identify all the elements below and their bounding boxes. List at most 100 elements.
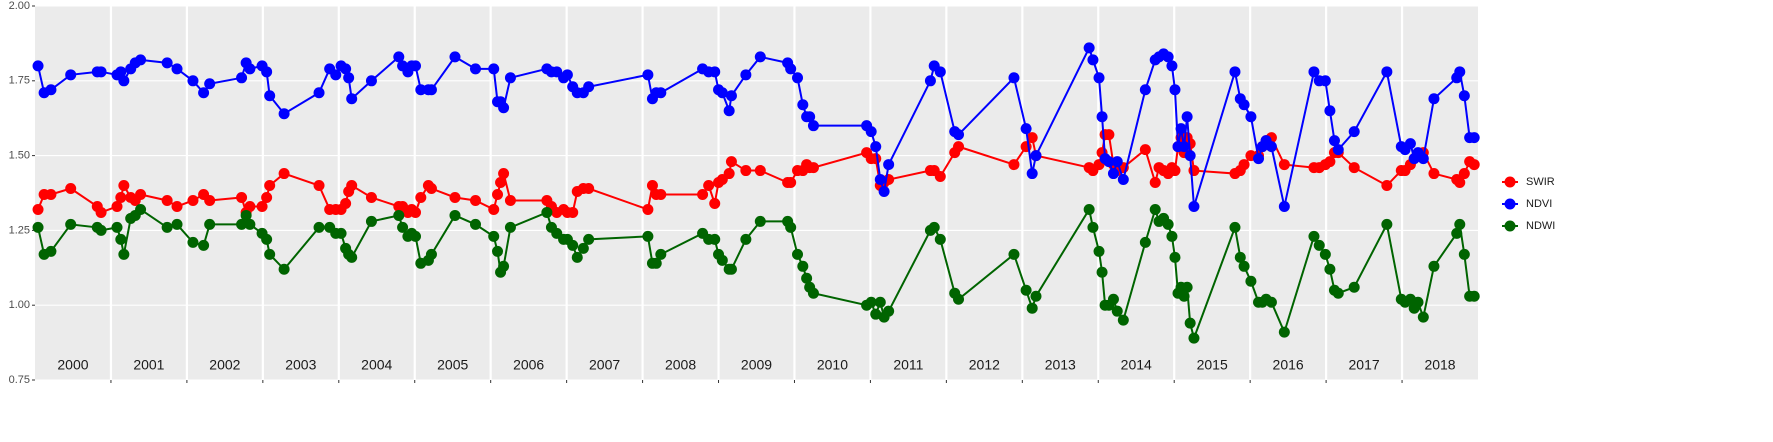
data-point (583, 233, 595, 245)
data-point (1451, 227, 1463, 239)
data-point (1026, 168, 1038, 180)
data-point (650, 257, 662, 269)
data-point (415, 84, 427, 96)
data-point (1030, 290, 1042, 302)
data-point (204, 218, 216, 230)
data-point (807, 162, 819, 174)
data-point (1096, 266, 1108, 278)
data-point (1093, 245, 1105, 257)
data-point (171, 218, 183, 230)
data-point (1412, 296, 1424, 308)
year-label: 2009 (741, 357, 772, 373)
data-point (642, 203, 654, 215)
data-point (492, 188, 504, 200)
data-point (1238, 260, 1250, 272)
data-point (1139, 84, 1151, 96)
year-label: 2004 (361, 357, 392, 373)
data-point (1188, 200, 1200, 212)
data-point (335, 227, 347, 239)
data-point (1381, 180, 1393, 192)
data-point (1166, 60, 1178, 72)
year-label: 2003 (285, 357, 316, 373)
data-point (504, 194, 516, 206)
data-point (32, 203, 44, 215)
data-point (261, 191, 273, 203)
data-point (870, 308, 882, 320)
data-point (642, 230, 654, 242)
data-point (1319, 75, 1331, 87)
data-point (95, 206, 107, 218)
data-point (571, 251, 583, 263)
data-point (1149, 177, 1161, 189)
data-point (740, 69, 752, 81)
data-point (934, 171, 946, 183)
data-point (187, 236, 199, 248)
year-label: 2002 (209, 357, 240, 373)
data-point (1468, 159, 1480, 171)
data-point (1324, 105, 1336, 117)
data-point (754, 215, 766, 227)
data-point (1139, 144, 1151, 156)
data-point (1020, 123, 1032, 135)
data-point (1253, 153, 1265, 165)
data-point (118, 75, 130, 87)
data-point (785, 63, 797, 75)
data-point (397, 221, 409, 233)
year-label: 2005 (437, 357, 468, 373)
data-point (343, 72, 355, 84)
year-label: 2014 (1121, 357, 1152, 373)
data-point (365, 191, 377, 203)
data-point (488, 63, 500, 75)
data-point (1107, 168, 1119, 180)
data-point (709, 66, 721, 78)
data-point (65, 69, 77, 81)
data-point (264, 180, 276, 192)
data-point (409, 206, 421, 218)
data-point (1265, 141, 1277, 153)
data-point (1175, 123, 1187, 135)
data-point (469, 63, 481, 75)
data-point (198, 239, 210, 251)
data-point (709, 197, 721, 209)
data-point (264, 90, 276, 102)
data-point (655, 87, 667, 99)
data-point (1181, 281, 1193, 293)
data-point (171, 63, 183, 75)
data-point (256, 200, 268, 212)
data-point (725, 156, 737, 168)
data-point (340, 197, 352, 209)
data-point (264, 248, 276, 260)
data-point (1265, 296, 1277, 308)
data-point (449, 209, 461, 221)
data-point (655, 248, 667, 260)
data-point (1381, 66, 1393, 78)
data-point (504, 72, 516, 84)
data-point (346, 180, 358, 192)
legend-label: NDVI (1526, 198, 1552, 210)
data-point (330, 69, 342, 81)
data-point (1332, 144, 1344, 156)
data-point (425, 183, 437, 195)
data-point (95, 224, 107, 236)
data-point (1087, 54, 1099, 66)
y-tick-label: 1.50 (9, 150, 30, 162)
data-point (409, 60, 421, 72)
data-point (498, 168, 510, 180)
data-point (1117, 314, 1129, 326)
data-point (1428, 260, 1440, 272)
data-point (807, 287, 819, 299)
data-point (1026, 302, 1038, 314)
legend-key (1504, 176, 1516, 188)
data-point (716, 254, 728, 266)
data-point (1308, 230, 1320, 242)
data-point (313, 221, 325, 233)
data-point (1332, 287, 1344, 299)
y-tick-label: 1.00 (9, 299, 30, 311)
data-point (865, 126, 877, 138)
data-point (1348, 281, 1360, 293)
data-point (244, 63, 256, 75)
data-point (1348, 126, 1360, 138)
data-point (198, 87, 210, 99)
data-point (1417, 311, 1429, 323)
